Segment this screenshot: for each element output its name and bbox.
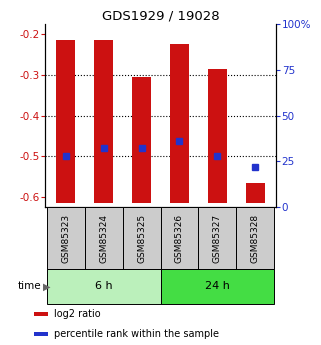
Text: GSM85328: GSM85328 xyxy=(251,214,260,263)
Bar xyxy=(34,312,48,316)
Text: 24 h: 24 h xyxy=(205,282,230,291)
Text: time: time xyxy=(18,282,42,291)
Bar xyxy=(246,183,265,203)
Bar xyxy=(198,207,236,269)
Text: log2 ratio: log2 ratio xyxy=(54,309,100,319)
Bar xyxy=(160,207,198,269)
Bar xyxy=(94,40,113,203)
Title: GDS1929 / 19028: GDS1929 / 19028 xyxy=(102,10,219,23)
Bar xyxy=(47,269,160,304)
Bar xyxy=(132,77,151,203)
Text: GSM85325: GSM85325 xyxy=(137,214,146,263)
Text: percentile rank within the sample: percentile rank within the sample xyxy=(54,329,219,339)
Bar xyxy=(208,69,227,203)
Bar xyxy=(170,45,189,203)
Text: GSM85324: GSM85324 xyxy=(99,214,108,263)
Text: GSM85326: GSM85326 xyxy=(175,214,184,263)
Bar xyxy=(47,207,85,269)
Text: 6 h: 6 h xyxy=(95,282,112,291)
Bar xyxy=(56,40,75,203)
Bar xyxy=(236,207,274,269)
Text: GSM85327: GSM85327 xyxy=(213,214,222,263)
Bar xyxy=(123,207,160,269)
Bar xyxy=(85,207,123,269)
Bar xyxy=(34,332,48,336)
Text: ▶: ▶ xyxy=(43,282,51,291)
Bar xyxy=(160,269,274,304)
Text: GSM85323: GSM85323 xyxy=(61,214,70,263)
